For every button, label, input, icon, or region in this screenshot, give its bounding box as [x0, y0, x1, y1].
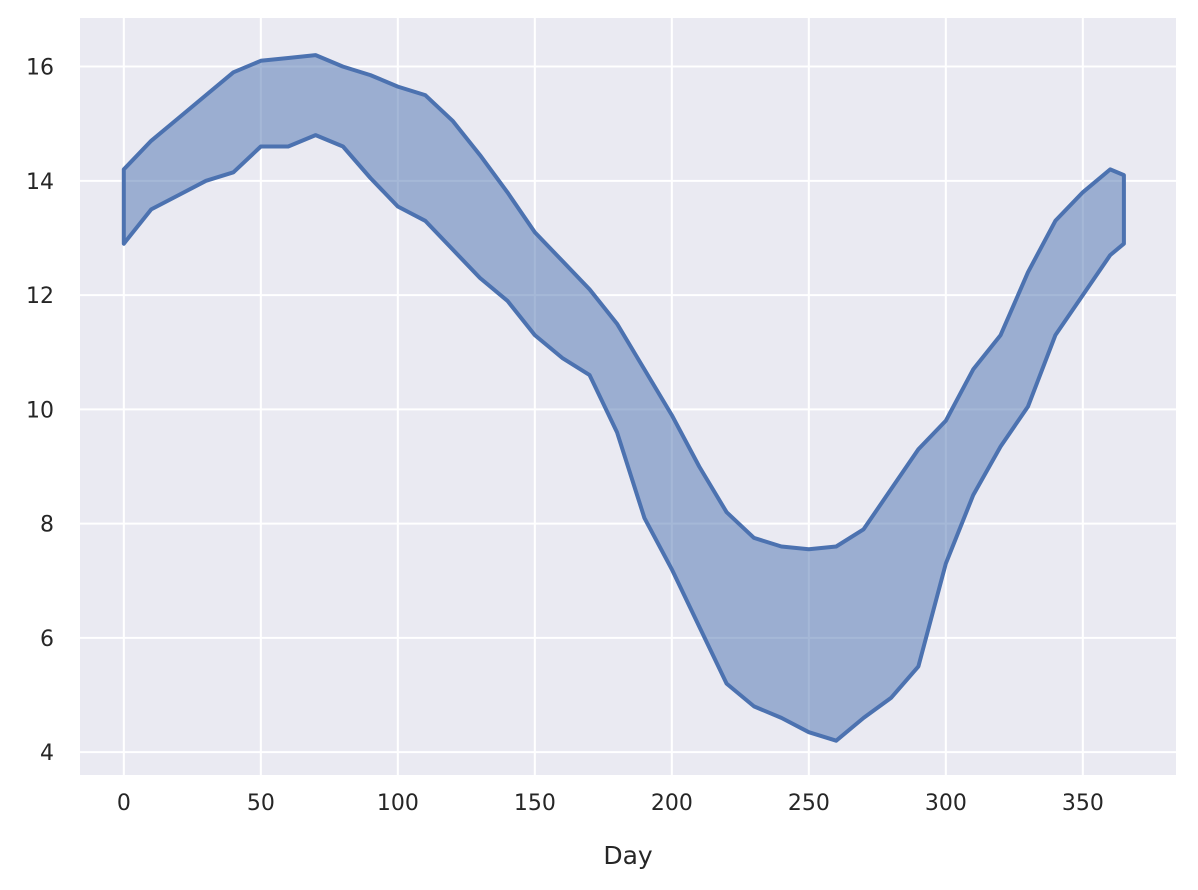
x-tick-label: 100 — [377, 791, 419, 816]
x-tick-label: 350 — [1062, 791, 1104, 816]
y-tick-label: 8 — [40, 513, 54, 538]
y-tick-label: 16 — [26, 56, 54, 81]
x-tick-label: 200 — [651, 791, 693, 816]
band-fill — [123, 55, 1124, 741]
y-tick-label: 6 — [40, 627, 54, 652]
y-tick-label: 12 — [26, 284, 54, 309]
y-tick-label: 14 — [26, 170, 54, 195]
x-tick-label: 250 — [788, 791, 830, 816]
data-layer — [121, 53, 1126, 743]
x-axis-label: Day — [603, 841, 653, 870]
tick-layer: 0 50 100 150 200 250 300 350 4 6 8 10 12 14 16 — [26, 56, 1104, 816]
x-tick-label: 300 — [925, 791, 967, 816]
band-outline — [121, 53, 1126, 743]
x-tick-label: 0 — [117, 791, 131, 816]
y-tick-label: 4 — [40, 741, 54, 766]
x-tick-label: 50 — [247, 791, 275, 816]
x-tick-label: 150 — [514, 791, 556, 816]
y-tick-label: 10 — [26, 398, 54, 423]
